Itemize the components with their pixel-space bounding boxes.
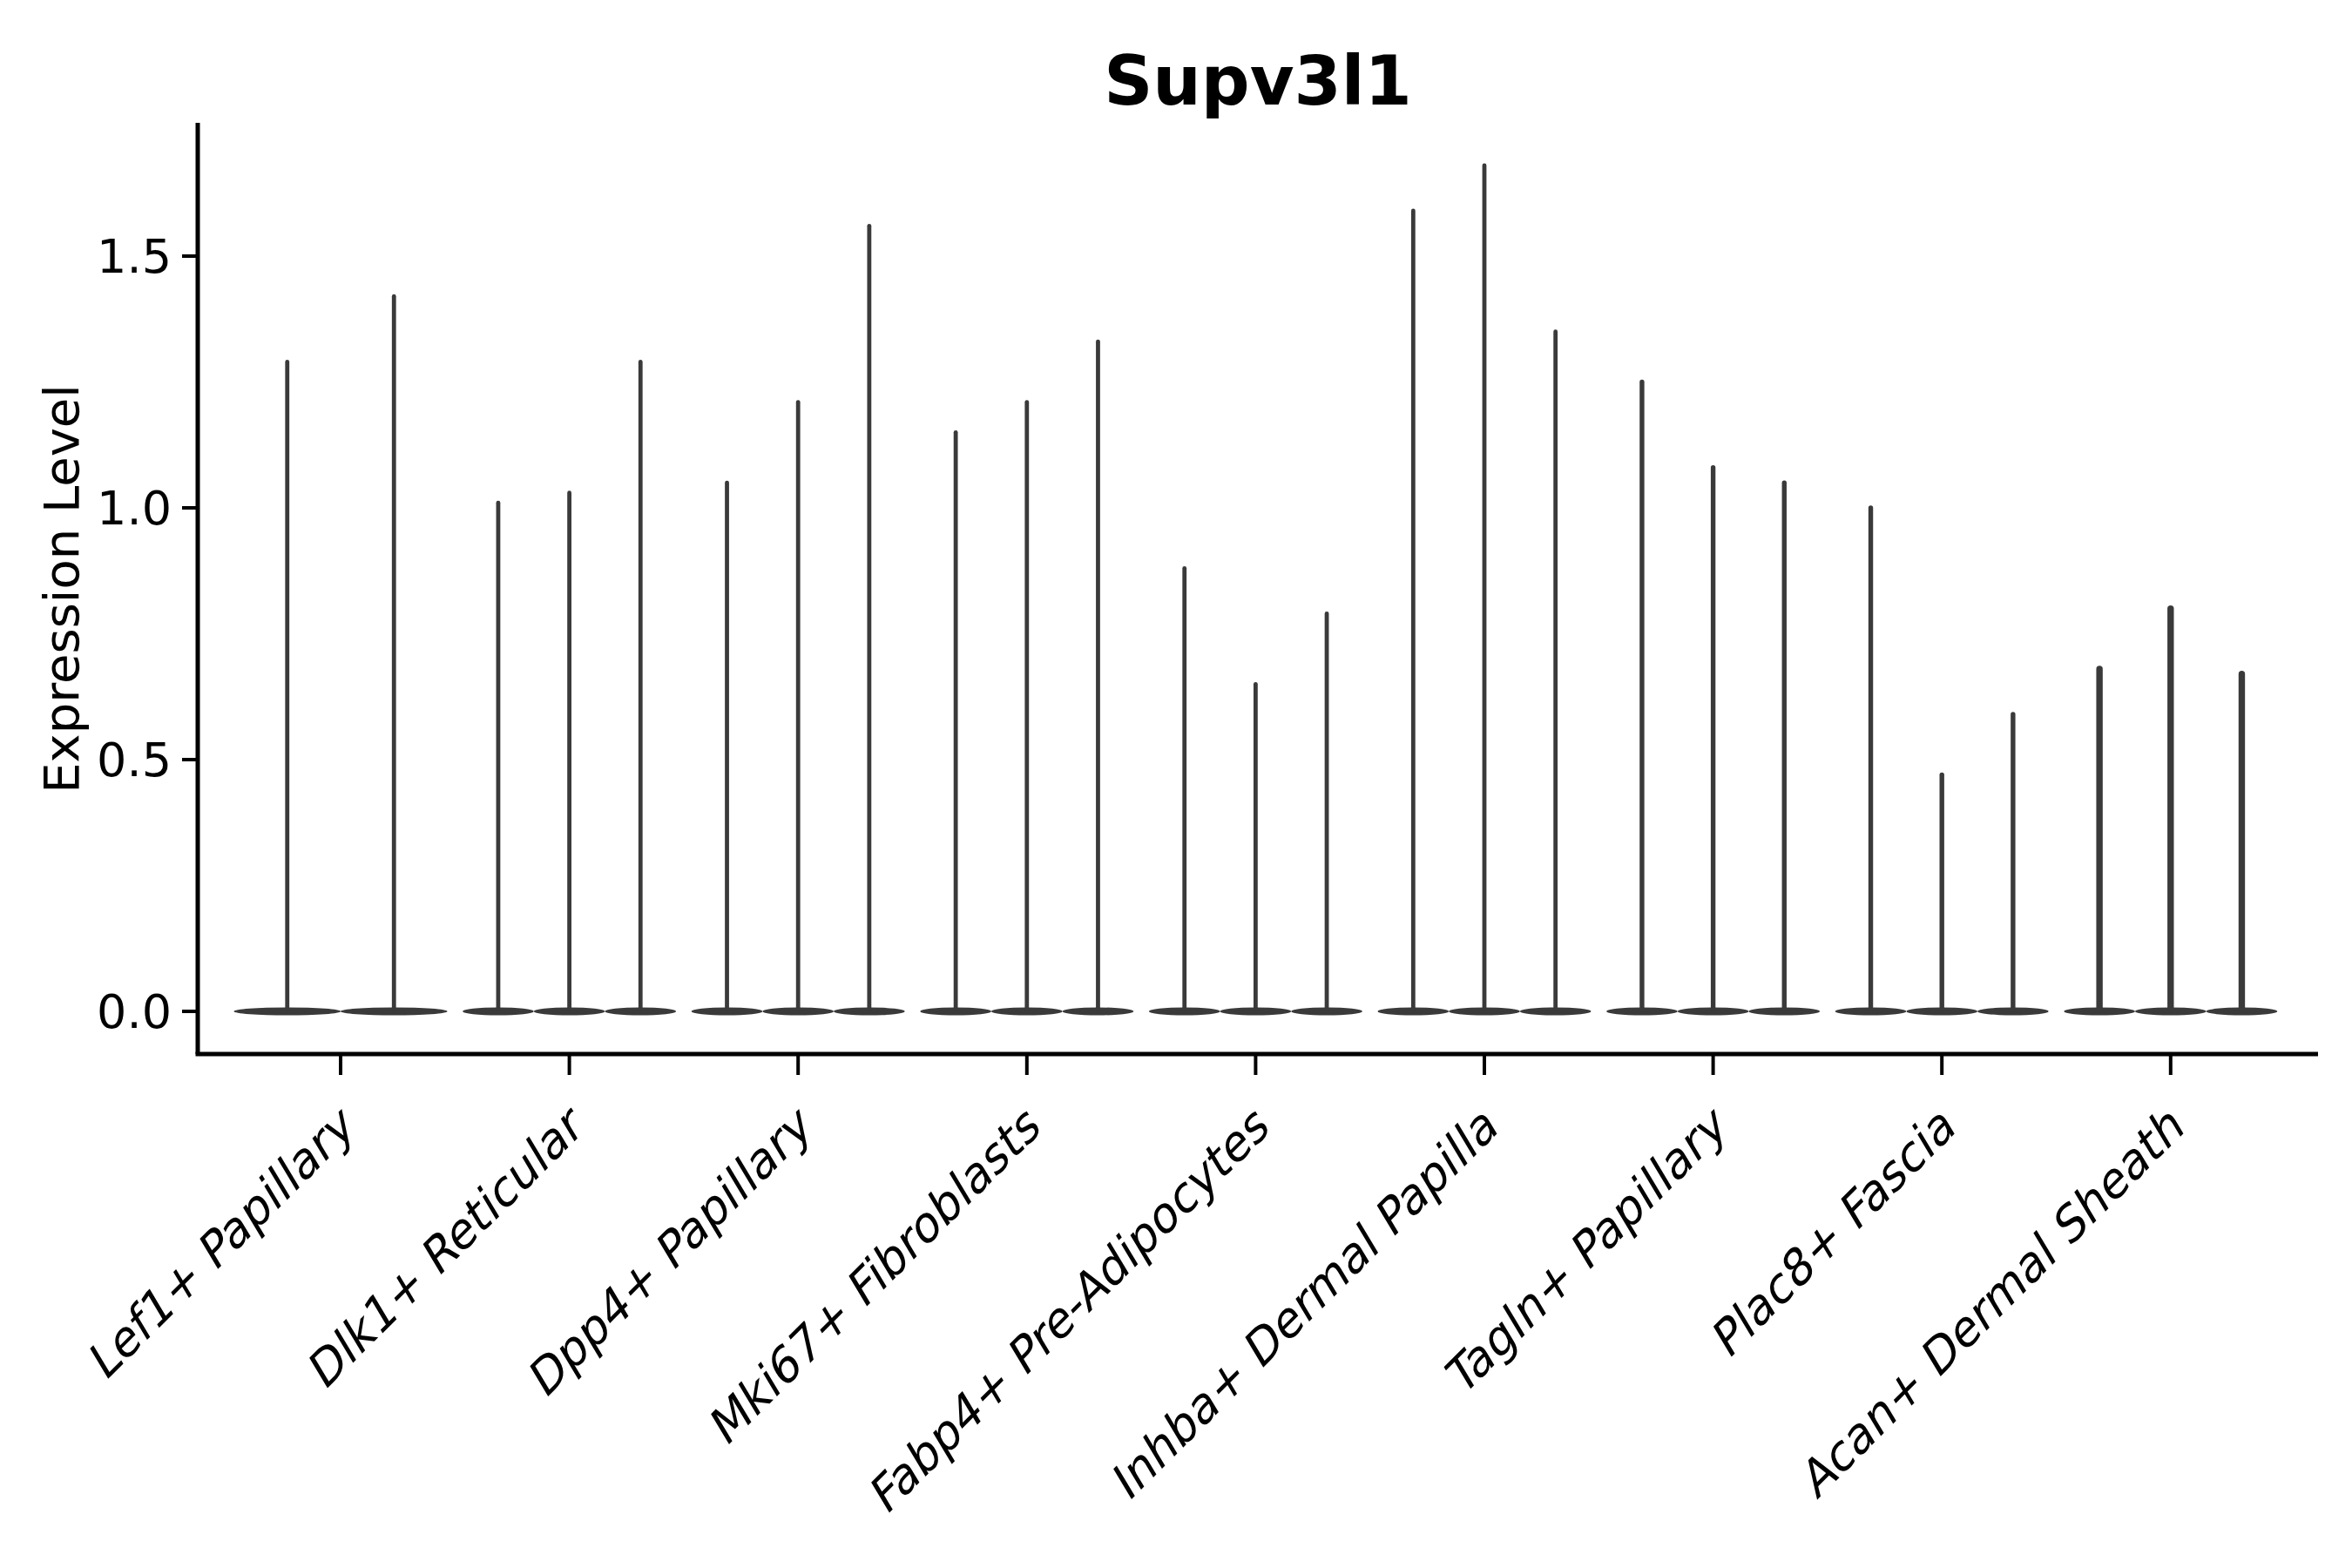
y-tick-label: 1.5 — [97, 229, 172, 284]
x-tick-label: Acan+ Dermal Sheath — [1787, 1098, 2196, 1508]
y-tick-label: 1.0 — [97, 481, 172, 536]
violin-group — [2064, 609, 2277, 1016]
x-axis-ticks: Lef1+ PapillaryDlk1+ ReticularDpp4+ Papi… — [74, 1054, 2195, 1524]
y-axis-ticks: 0.0 0.5 1.0 1.5 — [97, 229, 198, 1039]
violin-group — [692, 226, 905, 1015]
violins-layer — [234, 166, 2278, 1016]
x-tick-label: Fabp4+ Pre-Adipocytes — [855, 1098, 1282, 1524]
violin-plot-figure: Supv3l1 Expression Level 0.0 0.5 1.0 1.5 Le… — [0, 0, 2352, 1568]
violin-group — [1378, 166, 1592, 1016]
violin-group — [463, 362, 676, 1015]
violin-group — [234, 296, 448, 1015]
violin-group — [1149, 568, 1362, 1015]
violin-group — [1835, 508, 2049, 1016]
x-tick-label: Inhba+ Dermal Papilla — [1098, 1098, 1510, 1511]
plot-canvas: Supv3l1 Expression Level 0.0 0.5 1.0 1.5 Le… — [0, 0, 2352, 1568]
y-axis-label: Expression Level — [33, 384, 90, 794]
violin-group — [920, 341, 1133, 1015]
y-tick-label: 0.5 — [97, 733, 172, 787]
x-tick-label: Plac8+ Fascia — [1698, 1098, 1967, 1368]
plot-title: Supv3l1 — [1104, 42, 1412, 120]
violin-group — [1606, 382, 1820, 1016]
y-tick-label: 0.0 — [97, 984, 172, 1039]
